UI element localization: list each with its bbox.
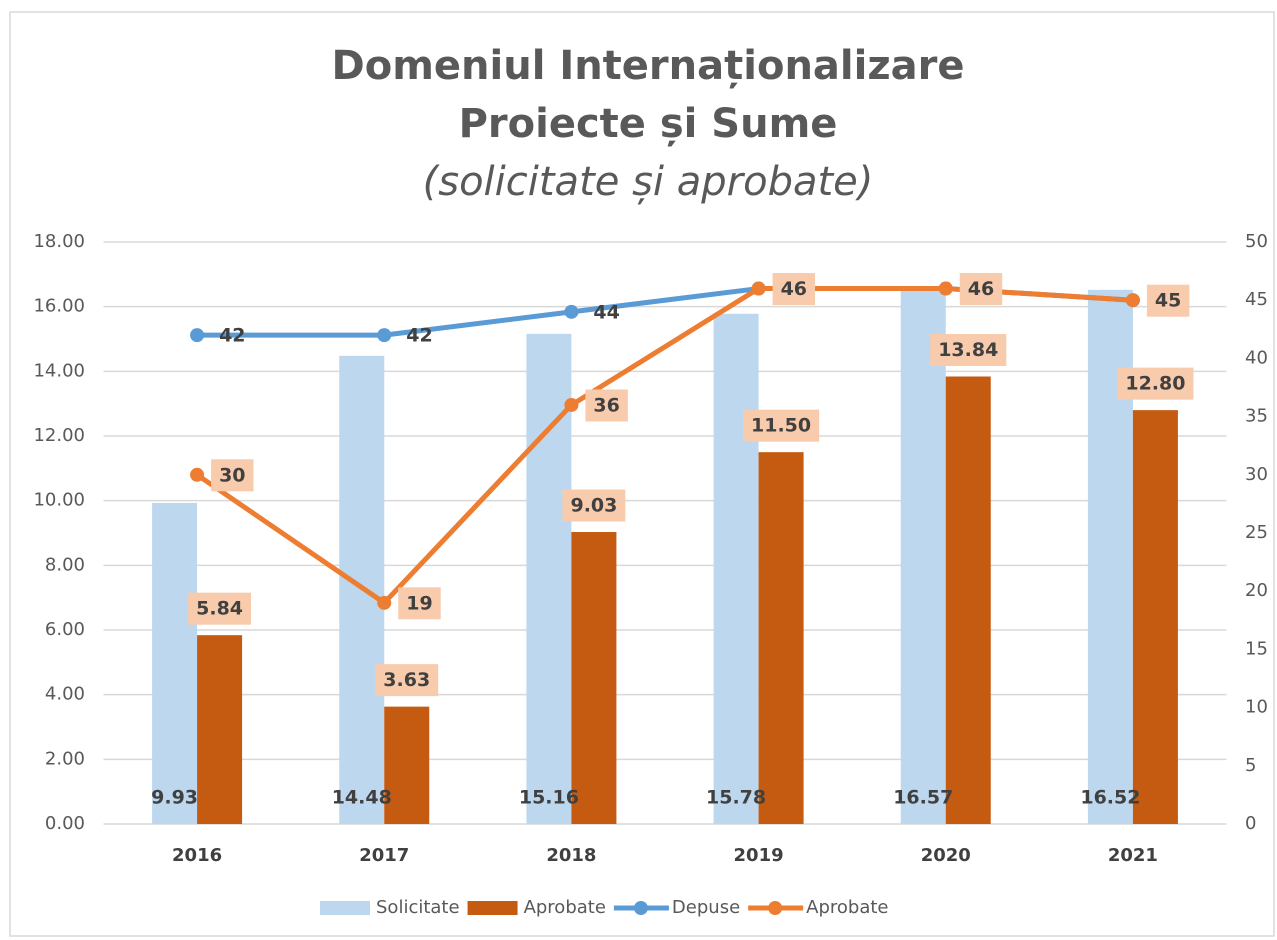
bar bbox=[1132, 410, 1178, 824]
data-label-bg bbox=[375, 664, 439, 697]
data-label: 16.52 bbox=[1080, 787, 1140, 809]
y-tick-label: 0.00 bbox=[45, 813, 85, 834]
y-tick-label: 2.00 bbox=[45, 748, 85, 769]
data-label: 46 bbox=[968, 278, 994, 300]
y-tick-label: 16.00 bbox=[33, 296, 85, 317]
data-label-bg bbox=[959, 273, 1003, 306]
y2-tick-label: 45 bbox=[1245, 289, 1268, 310]
x-tick-label: 2019 bbox=[734, 845, 784, 866]
bar bbox=[945, 376, 991, 824]
y2-tick-label: 25 bbox=[1245, 522, 1268, 543]
x-tick-label: 2018 bbox=[546, 845, 596, 866]
legend-swatch bbox=[633, 901, 648, 915]
data-label: 15.16 bbox=[519, 787, 579, 809]
y-tick-label: 8.00 bbox=[45, 554, 85, 575]
data-label: 42 bbox=[406, 325, 432, 347]
y2-tick-label: 5 bbox=[1245, 755, 1256, 776]
legend-swatch bbox=[467, 901, 518, 915]
line-marker bbox=[190, 467, 205, 482]
x-tick-label: 2021 bbox=[1108, 845, 1158, 866]
data-label-bg bbox=[772, 273, 816, 306]
y2-tick-label: 40 bbox=[1245, 347, 1268, 368]
data-label: 15.78 bbox=[706, 787, 766, 809]
line-marker bbox=[938, 281, 953, 296]
y-tick-label: 18.00 bbox=[33, 231, 85, 252]
bar bbox=[571, 532, 617, 824]
y2-tick-label: 35 bbox=[1245, 406, 1268, 427]
data-label-bg bbox=[1146, 284, 1190, 317]
y2-tick-label: 30 bbox=[1245, 464, 1268, 485]
x-tick-label: 2017 bbox=[359, 845, 409, 866]
data-label-bg bbox=[585, 389, 628, 422]
data-label: 30 bbox=[219, 464, 245, 486]
line-marker bbox=[1125, 293, 1140, 308]
data-label-bg bbox=[562, 489, 626, 522]
data-label: 12.80 bbox=[1125, 373, 1185, 395]
data-label-bg bbox=[1117, 367, 1194, 400]
data-label-bg bbox=[398, 587, 441, 620]
x-tick-label: 2016 bbox=[172, 845, 222, 866]
bar bbox=[152, 502, 198, 824]
legend-swatch bbox=[768, 901, 783, 915]
legend-label: Aprobate bbox=[524, 897, 606, 918]
legend-label: Solicitate bbox=[376, 897, 460, 918]
data-label-bg bbox=[930, 334, 1007, 367]
y-tick-label: 4.00 bbox=[45, 684, 85, 705]
chart-subtitle: (solicitate și aprobate) bbox=[423, 159, 874, 205]
data-label: 13.84 bbox=[938, 339, 998, 361]
y2-tick-label: 20 bbox=[1245, 580, 1268, 601]
data-label: 5.84 bbox=[196, 598, 243, 620]
y2-tick-label: 10 bbox=[1245, 697, 1268, 718]
bar bbox=[384, 706, 430, 824]
chart-title: Proiecte și Sume bbox=[459, 101, 838, 147]
bar bbox=[758, 452, 804, 824]
data-label: 9.93 bbox=[151, 787, 198, 809]
chart-title: Domeniul Internaționalizare bbox=[332, 43, 965, 89]
line-marker bbox=[377, 595, 392, 610]
data-label-bg bbox=[188, 592, 252, 625]
line-marker bbox=[190, 328, 205, 343]
data-label: 9.03 bbox=[570, 495, 617, 517]
y-tick-label: 14.00 bbox=[33, 360, 85, 381]
data-label: 14.48 bbox=[332, 787, 392, 809]
bar bbox=[900, 288, 946, 824]
data-label: 44 bbox=[593, 301, 619, 323]
data-label: 16.57 bbox=[893, 787, 953, 809]
data-label: 11.50 bbox=[751, 415, 811, 437]
data-label: 45 bbox=[1155, 290, 1181, 312]
bar bbox=[526, 333, 572, 824]
line-marker bbox=[377, 328, 392, 343]
data-label-bg bbox=[743, 409, 820, 442]
line-marker bbox=[564, 397, 579, 412]
y2-tick-label: 15 bbox=[1245, 638, 1268, 659]
data-label: 42 bbox=[219, 325, 245, 347]
data-label: 3.63 bbox=[383, 669, 430, 691]
x-tick-label: 2020 bbox=[921, 845, 971, 866]
bar bbox=[197, 635, 243, 824]
line-marker bbox=[564, 304, 579, 319]
legend-label: Depuse bbox=[672, 897, 740, 918]
legend-label: Aprobate bbox=[806, 897, 888, 918]
data-label-bg bbox=[211, 459, 254, 492]
data-label: 36 bbox=[593, 394, 619, 416]
data-label: 46 bbox=[781, 278, 807, 300]
data-label: 19 bbox=[406, 592, 432, 614]
bar bbox=[713, 313, 759, 824]
y2-tick-label: 50 bbox=[1245, 231, 1268, 252]
y-tick-label: 12.00 bbox=[33, 425, 85, 446]
legend-swatch bbox=[320, 901, 370, 915]
line-marker bbox=[751, 281, 766, 296]
y2-tick-label: 0 bbox=[1245, 813, 1256, 834]
y-tick-label: 6.00 bbox=[45, 619, 85, 640]
y-tick-label: 10.00 bbox=[33, 490, 85, 511]
